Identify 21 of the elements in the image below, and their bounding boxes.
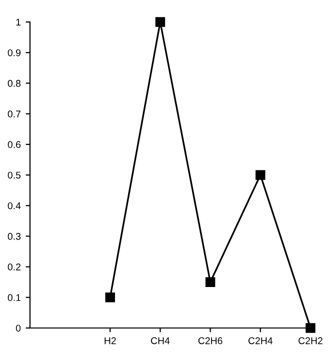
y-tick-label: 0.4 <box>8 202 21 210</box>
x-tick-label: C2H4 <box>248 337 273 344</box>
y-tick-label: 0.1 <box>8 294 20 302</box>
y-tick-label: 0.8 <box>8 80 21 87</box>
x-tick-label: CH4 <box>151 337 170 344</box>
y-tick-label: 0.7 <box>8 110 20 118</box>
y-tick-label: 0.3 <box>8 232 21 240</box>
point <box>256 170 266 180</box>
y-tick-label: 1 <box>16 18 20 26</box>
y-tick-label: 0.6 <box>8 141 21 148</box>
point <box>105 292 116 302</box>
x-tick-label: C2H6 <box>198 337 222 344</box>
point <box>205 277 216 287</box>
x-tick-label: H2 <box>104 337 116 344</box>
y-tick-label: 0.9 <box>8 49 21 56</box>
point <box>155 17 166 27</box>
x-tick-label: C2H2 <box>298 337 322 344</box>
point <box>306 323 316 333</box>
y-tick-label: 0 <box>16 324 21 332</box>
y-tick-label: 0.5 <box>8 172 21 179</box>
y-tick-label: 0.2 <box>8 264 20 270</box>
